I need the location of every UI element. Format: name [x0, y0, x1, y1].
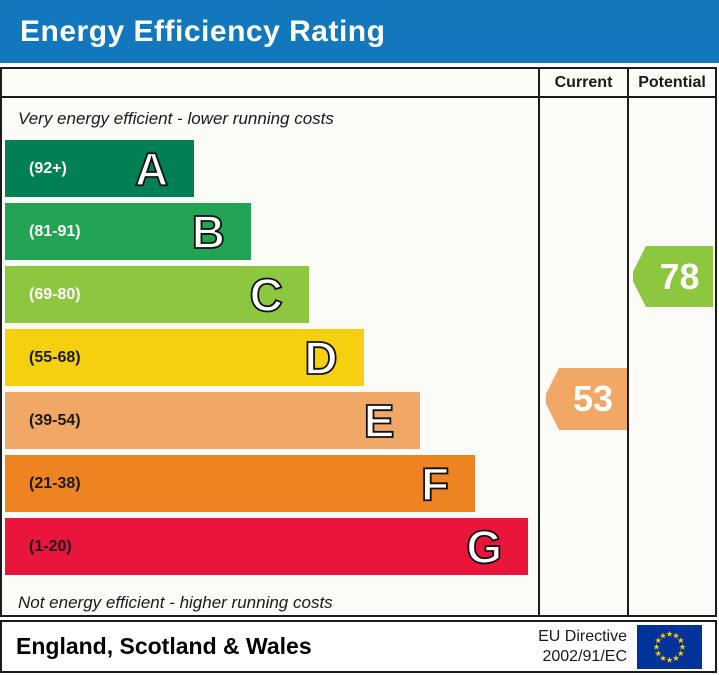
band-d-range: (55-68) — [29, 348, 81, 366]
page-title: Energy Efficiency Rating — [20, 14, 386, 48]
eu-directive-line2: 2002/91/EC — [542, 647, 627, 665]
band-e-letter: E — [363, 394, 395, 448]
band-b-letter: B — [191, 205, 226, 259]
band-c-letter: C — [249, 268, 284, 322]
energy-rating-chart: Current Potential Very energy efficient … — [0, 67, 717, 617]
band-d-letter: D — [303, 331, 338, 385]
column-header-potential: Potential — [629, 69, 715, 98]
band-column: Very energy efficient - lower running co… — [2, 98, 540, 616]
eu-directive-line1: EU Directive — [538, 627, 627, 645]
band-g: (1-20) G — [5, 518, 529, 575]
caption-not-efficient: Not energy efficient - higher running co… — [18, 592, 333, 612]
band-f: (21-38) F — [5, 455, 476, 512]
band-c: (69-80) C — [5, 266, 309, 323]
band-c-range: (69-80) — [29, 285, 81, 303]
potential-rating-value: 78 — [659, 255, 700, 297]
band-a-letter: A — [134, 142, 169, 196]
chart-grid: Current Potential Very energy efficient … — [2, 69, 715, 616]
footer-bar: England, Scotland & Wales EU Directive 2… — [0, 620, 717, 673]
band-d: (55-68) D — [5, 329, 364, 386]
band-b: (81-91) B — [5, 203, 252, 260]
column-header-current: Current — [540, 69, 629, 98]
eu-directive-label: EU Directive 2002/91/EC — [538, 627, 627, 667]
potential-rating-arrow: 78 — [633, 246, 713, 307]
band-g-letter: G — [465, 520, 503, 574]
band-a: (92+) A — [5, 140, 195, 197]
region-label: England, Scotland & Wales — [16, 633, 312, 659]
band-e: (39-54) E — [5, 392, 421, 449]
band-f-range: (21-38) — [29, 474, 81, 492]
current-rating-arrow: 53 — [546, 368, 627, 430]
current-rating-value: 53 — [572, 378, 614, 419]
band-b-range: (81-91) — [29, 222, 81, 240]
band-g-range: (1-20) — [29, 537, 72, 555]
band-e-range: (39-54) — [29, 411, 81, 429]
current-column — [540, 98, 629, 616]
eu-flag-icon — [637, 624, 702, 669]
caption-very-efficient: Very energy efficient - lower running co… — [18, 109, 334, 128]
header-spacer — [2, 69, 540, 98]
title-bar: Energy Efficiency Rating — [0, 0, 719, 63]
potential-column — [629, 98, 715, 616]
band-f-letter: F — [420, 457, 450, 511]
band-a-range: (92+) — [29, 159, 67, 177]
